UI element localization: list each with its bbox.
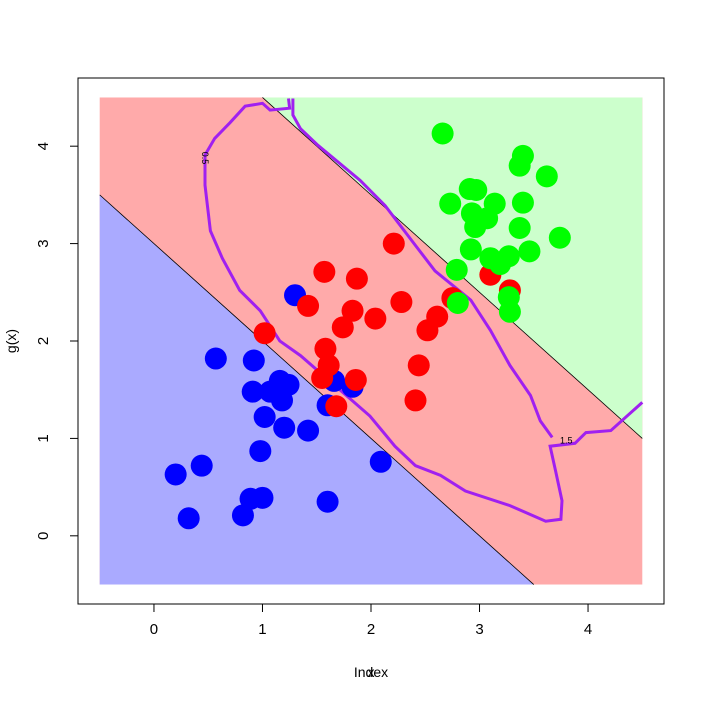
point xyxy=(404,389,427,412)
point xyxy=(331,316,354,339)
point xyxy=(518,240,541,263)
point xyxy=(464,216,487,239)
point xyxy=(297,294,320,317)
point xyxy=(204,347,227,370)
x-tick-label: 4 xyxy=(584,621,592,638)
point xyxy=(273,416,296,439)
point xyxy=(311,367,334,390)
point xyxy=(251,486,274,509)
contour-label: 1.5 xyxy=(560,435,573,445)
point xyxy=(271,389,294,412)
point xyxy=(231,504,254,527)
contour-line xyxy=(291,98,554,439)
point xyxy=(253,405,276,428)
point xyxy=(465,179,488,202)
x-tick-label: 2 xyxy=(367,621,375,638)
y-tick-label: 0 xyxy=(35,532,52,540)
point xyxy=(390,291,413,314)
point xyxy=(249,440,272,463)
boundary xyxy=(99,194,535,585)
point xyxy=(344,368,367,391)
y-axis-label: g(x) xyxy=(3,329,19,353)
point xyxy=(297,419,320,442)
point xyxy=(190,454,213,477)
point xyxy=(341,299,364,322)
point xyxy=(535,165,558,188)
point xyxy=(325,395,348,418)
point xyxy=(511,191,534,214)
point xyxy=(314,337,337,360)
point xyxy=(407,354,430,377)
y-tick-label: 2 xyxy=(35,337,52,345)
point xyxy=(426,305,449,328)
contour-label: 0.5 xyxy=(200,152,210,165)
y-tick-label: 3 xyxy=(35,239,52,247)
point xyxy=(439,192,462,215)
y-tick-label: 1 xyxy=(35,434,52,442)
point xyxy=(497,245,520,268)
point xyxy=(431,122,454,145)
point xyxy=(382,232,405,255)
point xyxy=(548,226,571,249)
point xyxy=(508,217,531,240)
point xyxy=(242,349,265,372)
point xyxy=(459,238,482,261)
point xyxy=(313,260,336,283)
x-axis-label: x xyxy=(368,664,375,680)
x-tick-label: 3 xyxy=(475,621,483,638)
point xyxy=(241,380,264,403)
point xyxy=(253,322,276,345)
y-tick-label: 4 xyxy=(35,142,52,150)
point xyxy=(446,292,469,315)
point xyxy=(177,507,200,530)
point xyxy=(345,267,368,290)
point xyxy=(498,300,521,323)
point xyxy=(445,258,468,281)
x-tick-label: 1 xyxy=(258,621,266,638)
point xyxy=(364,307,387,330)
x-tick-label: 0 xyxy=(150,621,158,638)
point xyxy=(508,154,531,177)
x-axis-label: Index xyxy=(354,664,388,680)
point xyxy=(316,490,339,513)
point xyxy=(369,450,392,473)
point xyxy=(164,463,187,486)
